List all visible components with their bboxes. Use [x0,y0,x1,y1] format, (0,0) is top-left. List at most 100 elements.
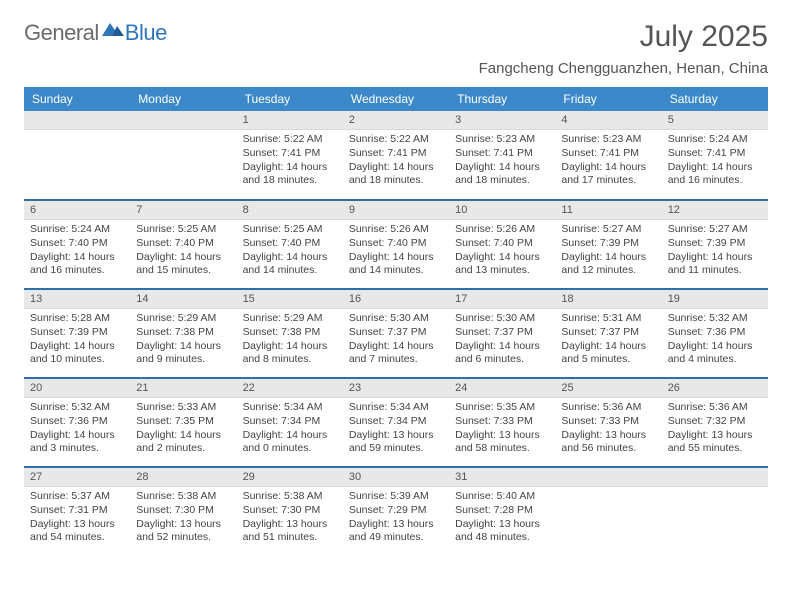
day-number: 15 [237,290,343,309]
day-body: Sunrise: 5:39 AMSunset: 7:29 PMDaylight:… [343,487,449,549]
sunrise-line: Sunrise: 5:38 AM [243,490,337,504]
daylight-line: Daylight: 13 hours and 56 minutes. [561,429,655,456]
daylight-line: Daylight: 14 hours and 11 minutes. [668,251,762,278]
daylight-line: Daylight: 14 hours and 8 minutes. [243,340,337,367]
calendar-cell: 15Sunrise: 5:29 AMSunset: 7:38 PMDayligh… [237,289,343,377]
calendar-cell: 14Sunrise: 5:29 AMSunset: 7:38 PMDayligh… [130,289,236,377]
day-body: Sunrise: 5:24 AMSunset: 7:41 PMDaylight:… [662,130,768,192]
sunrise-line: Sunrise: 5:23 AM [561,133,655,147]
sunset-line: Sunset: 7:41 PM [561,147,655,161]
calendar-cell: 31Sunrise: 5:40 AMSunset: 7:28 PMDayligh… [449,467,555,555]
day-body: Sunrise: 5:30 AMSunset: 7:37 PMDaylight:… [449,309,555,371]
calendar-cell [24,111,130,199]
daylight-line: Daylight: 14 hours and 4 minutes. [668,340,762,367]
calendar-cell: 16Sunrise: 5:30 AMSunset: 7:37 PMDayligh… [343,289,449,377]
calendar-cell: 8Sunrise: 5:25 AMSunset: 7:40 PMDaylight… [237,200,343,288]
sunset-line: Sunset: 7:33 PM [455,415,549,429]
day-number: 28 [130,468,236,487]
sunset-line: Sunset: 7:36 PM [668,326,762,340]
day-body: Sunrise: 5:28 AMSunset: 7:39 PMDaylight:… [24,309,130,371]
sunset-line: Sunset: 7:38 PM [243,326,337,340]
day-body: Sunrise: 5:22 AMSunset: 7:41 PMDaylight:… [343,130,449,192]
calendar-cell: 27Sunrise: 5:37 AMSunset: 7:31 PMDayligh… [24,467,130,555]
daylight-line: Daylight: 14 hours and 15 minutes. [136,251,230,278]
sunrise-line: Sunrise: 5:28 AM [30,312,124,326]
sunrise-line: Sunrise: 5:34 AM [243,401,337,415]
day-body: Sunrise: 5:38 AMSunset: 7:30 PMDaylight:… [237,487,343,549]
calendar-cell: 17Sunrise: 5:30 AMSunset: 7:37 PMDayligh… [449,289,555,377]
day-number: 23 [343,379,449,398]
sunrise-line: Sunrise: 5:23 AM [455,133,549,147]
calendar-page: General Blue July 2025 Fangcheng Chenggu… [0,0,792,575]
daylight-line: Daylight: 14 hours and 14 minutes. [243,251,337,278]
calendar-row: 6Sunrise: 5:24 AMSunset: 7:40 PMDaylight… [24,200,768,288]
day-number: 17 [449,290,555,309]
sunrise-line: Sunrise: 5:22 AM [349,133,443,147]
sunrise-line: Sunrise: 5:24 AM [668,133,762,147]
calendar-table: SundayMondayTuesdayWednesdayThursdayFrid… [24,87,768,555]
sunrise-line: Sunrise: 5:37 AM [30,490,124,504]
day-number: 29 [237,468,343,487]
daylight-line: Daylight: 14 hours and 10 minutes. [30,340,124,367]
day-body: Sunrise: 5:27 AMSunset: 7:39 PMDaylight:… [555,220,661,282]
calendar-cell: 30Sunrise: 5:39 AMSunset: 7:29 PMDayligh… [343,467,449,555]
day-number: 27 [24,468,130,487]
calendar-row: 27Sunrise: 5:37 AMSunset: 7:31 PMDayligh… [24,467,768,555]
day-body: Sunrise: 5:33 AMSunset: 7:35 PMDaylight:… [130,398,236,460]
sunset-line: Sunset: 7:33 PM [561,415,655,429]
daylight-line: Daylight: 14 hours and 18 minutes. [349,161,443,188]
sunset-line: Sunset: 7:38 PM [136,326,230,340]
logo-text-blue: Blue [125,20,167,46]
sunrise-line: Sunrise: 5:29 AM [243,312,337,326]
sunrise-line: Sunrise: 5:33 AM [136,401,230,415]
sunrise-line: Sunrise: 5:26 AM [455,223,549,237]
calendar-body: 1Sunrise: 5:22 AMSunset: 7:41 PMDaylight… [24,111,768,555]
day-number: 25 [555,379,661,398]
sunset-line: Sunset: 7:41 PM [668,147,762,161]
weekday-header: Sunday [24,87,130,111]
sunset-line: Sunset: 7:40 PM [136,237,230,251]
daylight-line: Daylight: 14 hours and 6 minutes. [455,340,549,367]
daylight-line: Daylight: 13 hours and 54 minutes. [30,518,124,545]
calendar-row: 13Sunrise: 5:28 AMSunset: 7:39 PMDayligh… [24,289,768,377]
day-body: Sunrise: 5:25 AMSunset: 7:40 PMDaylight:… [130,220,236,282]
weekday-header: Wednesday [343,87,449,111]
calendar-cell [130,111,236,199]
sunrise-line: Sunrise: 5:40 AM [455,490,549,504]
day-body: Sunrise: 5:36 AMSunset: 7:32 PMDaylight:… [662,398,768,460]
day-body: Sunrise: 5:24 AMSunset: 7:40 PMDaylight:… [24,220,130,282]
sunset-line: Sunset: 7:37 PM [455,326,549,340]
day-body: Sunrise: 5:34 AMSunset: 7:34 PMDaylight:… [343,398,449,460]
sunrise-line: Sunrise: 5:36 AM [561,401,655,415]
calendar-cell: 26Sunrise: 5:36 AMSunset: 7:32 PMDayligh… [662,378,768,466]
logo: General Blue [24,20,167,46]
daylight-line: Daylight: 14 hours and 3 minutes. [30,429,124,456]
day-number-empty [130,111,236,130]
sunset-line: Sunset: 7:30 PM [243,504,337,518]
calendar-cell: 1Sunrise: 5:22 AMSunset: 7:41 PMDaylight… [237,111,343,199]
sunset-line: Sunset: 7:40 PM [30,237,124,251]
sunset-line: Sunset: 7:39 PM [30,326,124,340]
daylight-line: Daylight: 13 hours and 58 minutes. [455,429,549,456]
sunrise-line: Sunrise: 5:24 AM [30,223,124,237]
daylight-line: Daylight: 13 hours and 52 minutes. [136,518,230,545]
calendar-row: 20Sunrise: 5:32 AMSunset: 7:36 PMDayligh… [24,378,768,466]
day-body: Sunrise: 5:38 AMSunset: 7:30 PMDaylight:… [130,487,236,549]
sunset-line: Sunset: 7:36 PM [30,415,124,429]
daylight-line: Daylight: 14 hours and 2 minutes. [136,429,230,456]
calendar-cell: 12Sunrise: 5:27 AMSunset: 7:39 PMDayligh… [662,200,768,288]
sunrise-line: Sunrise: 5:30 AM [455,312,549,326]
day-number: 22 [237,379,343,398]
day-body: Sunrise: 5:27 AMSunset: 7:39 PMDaylight:… [662,220,768,282]
calendar-row: 1Sunrise: 5:22 AMSunset: 7:41 PMDaylight… [24,111,768,199]
day-body: Sunrise: 5:29 AMSunset: 7:38 PMDaylight:… [237,309,343,371]
daylight-line: Daylight: 14 hours and 12 minutes. [561,251,655,278]
calendar-cell: 3Sunrise: 5:23 AMSunset: 7:41 PMDaylight… [449,111,555,199]
day-body: Sunrise: 5:37 AMSunset: 7:31 PMDaylight:… [24,487,130,549]
day-number: 8 [237,201,343,220]
daylight-line: Daylight: 13 hours and 51 minutes. [243,518,337,545]
calendar-cell: 4Sunrise: 5:23 AMSunset: 7:41 PMDaylight… [555,111,661,199]
calendar-cell [662,467,768,555]
day-body: Sunrise: 5:30 AMSunset: 7:37 PMDaylight:… [343,309,449,371]
daylight-line: Daylight: 14 hours and 5 minutes. [561,340,655,367]
